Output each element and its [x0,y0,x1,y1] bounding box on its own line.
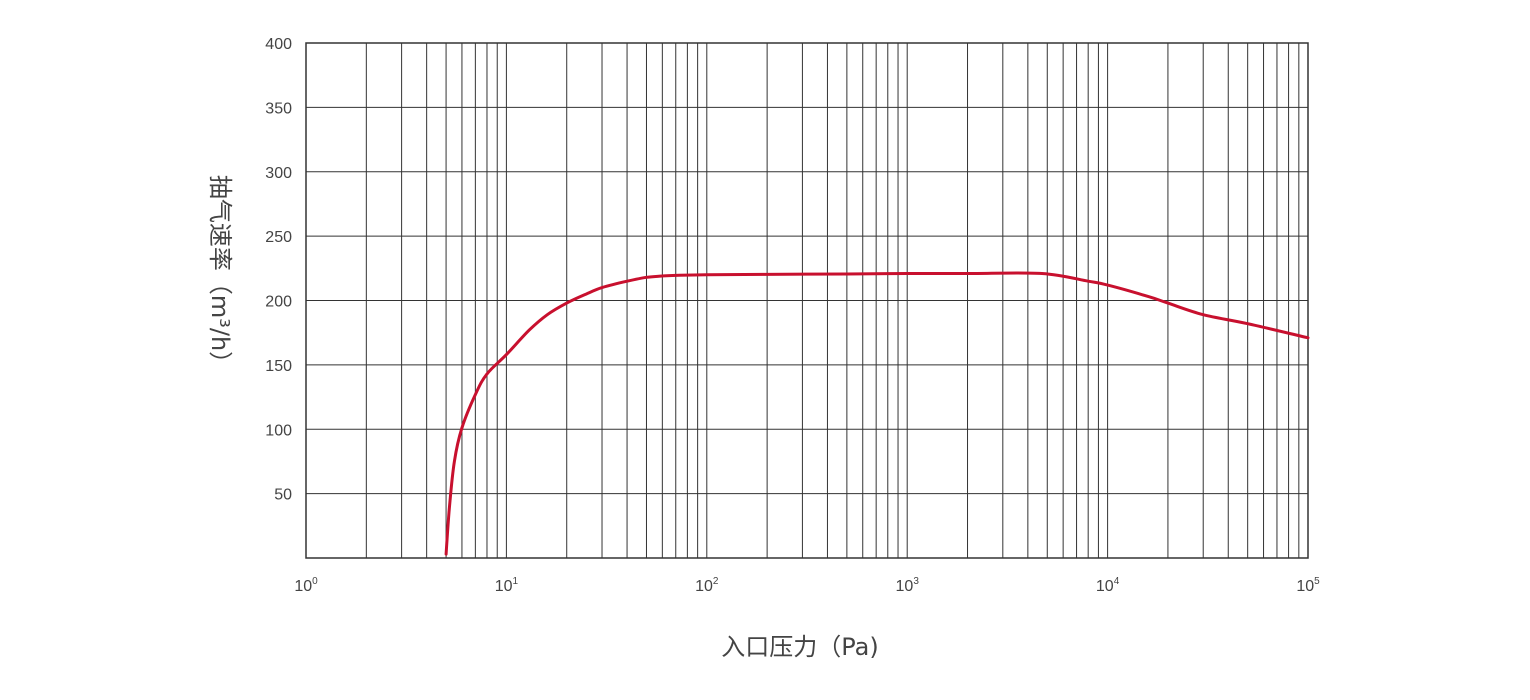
y-tick-label: 150 [265,358,292,375]
x-tick-exponent: 5 [1314,576,1320,587]
x-tick-labels: 100 101 102 103 104 105 [294,576,1320,595]
x-tick-base: 10 [1296,578,1314,595]
x-tick-base: 10 [495,578,513,595]
x-tick-label: 102 [695,576,719,595]
y-tick-label: 100 [265,422,292,439]
x-tick-label: 105 [1296,576,1320,595]
x-tick-base: 10 [294,578,312,595]
x-tick-base: 10 [896,578,914,595]
grid-lines [306,42,1308,558]
y-tick-label: 250 [265,229,292,246]
y-axis-label: 抽气速率（m³/h） [206,175,234,375]
y-tick-label: 200 [265,294,292,311]
x-tick-exponent: 0 [312,576,318,587]
x-tick-base: 10 [1096,578,1114,595]
y-tick-label: 350 [265,100,292,117]
x-tick-exponent: 3 [913,576,919,587]
x-tick-label: 104 [1096,576,1120,595]
pumping-speed-series-line [444,271,1310,556]
y-tick-labels: 50 100 150 200 250 300 350 400 [265,36,292,504]
series-group [444,271,1310,556]
x-tick-exponent: 4 [1114,576,1120,587]
plot-frame [305,42,1309,559]
y-tick-label: 400 [265,36,292,53]
x-tick-label: 101 [495,576,519,595]
y-tick-label: 300 [265,165,292,182]
x-axis-label: 入口压力（Pa) [721,633,878,661]
x-tick-label: 103 [896,576,920,595]
x-tick-label: 100 [294,576,318,595]
x-tick-exponent: 2 [713,576,719,587]
x-tick-base: 10 [695,578,713,595]
x-tick-exponent: 1 [513,576,519,587]
y-tick-label: 50 [274,487,292,504]
